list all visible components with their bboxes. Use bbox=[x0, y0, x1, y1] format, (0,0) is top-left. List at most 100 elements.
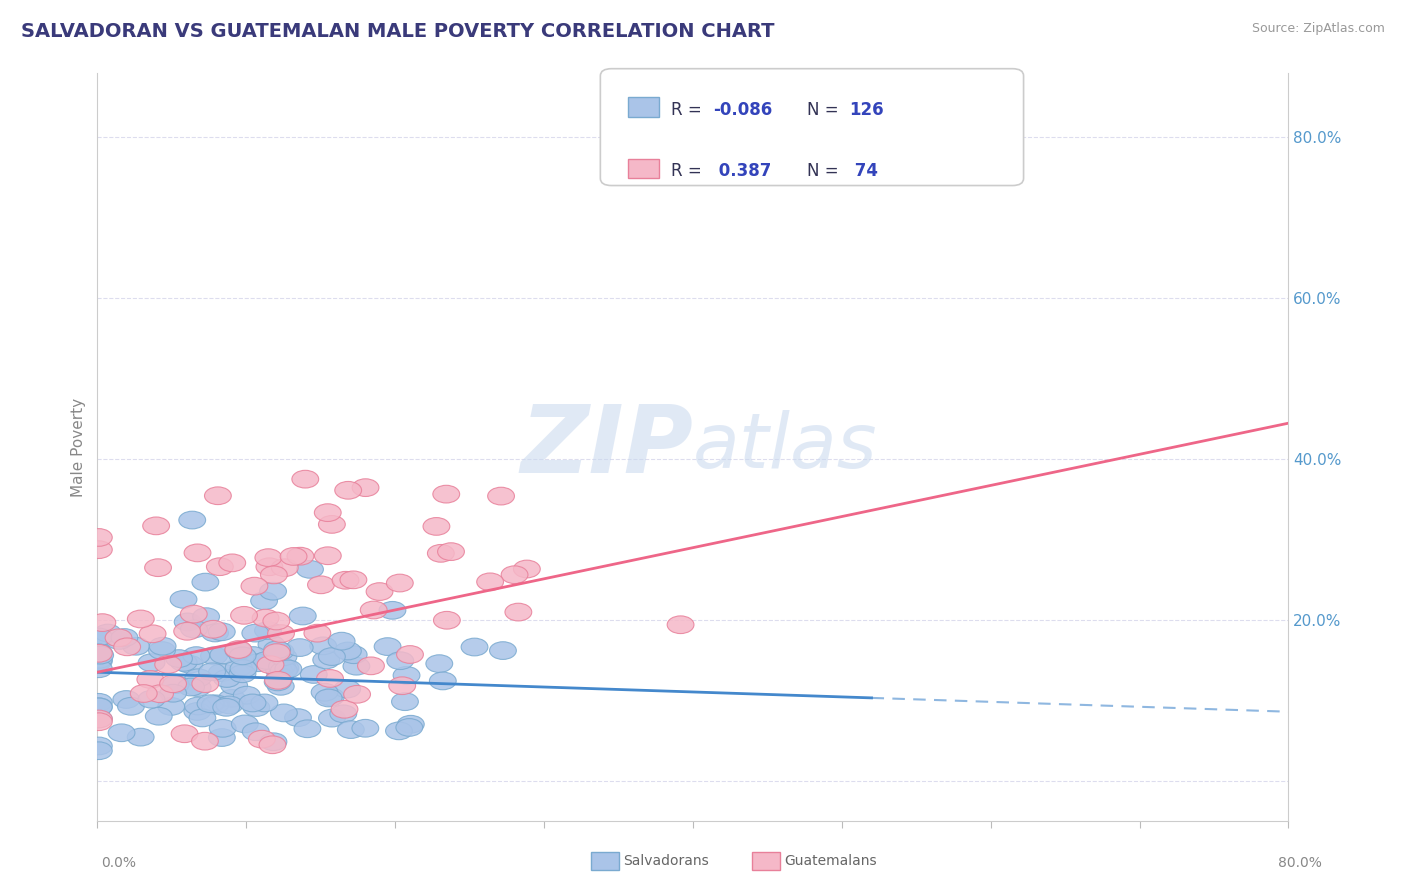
Ellipse shape bbox=[183, 647, 209, 665]
Ellipse shape bbox=[357, 657, 384, 674]
Ellipse shape bbox=[366, 582, 392, 600]
Ellipse shape bbox=[287, 639, 314, 657]
Ellipse shape bbox=[242, 624, 269, 642]
Ellipse shape bbox=[243, 698, 270, 716]
Ellipse shape bbox=[89, 614, 115, 632]
Ellipse shape bbox=[385, 722, 412, 739]
Text: N =: N = bbox=[807, 162, 844, 180]
Ellipse shape bbox=[231, 607, 257, 624]
Ellipse shape bbox=[188, 709, 215, 727]
Ellipse shape bbox=[209, 646, 236, 664]
Ellipse shape bbox=[249, 731, 276, 748]
Ellipse shape bbox=[212, 698, 239, 716]
Ellipse shape bbox=[218, 690, 245, 707]
Ellipse shape bbox=[269, 657, 295, 675]
Ellipse shape bbox=[513, 560, 540, 578]
Ellipse shape bbox=[340, 571, 367, 589]
Ellipse shape bbox=[202, 695, 229, 713]
Ellipse shape bbox=[280, 548, 307, 566]
Ellipse shape bbox=[118, 698, 145, 715]
Ellipse shape bbox=[396, 646, 423, 664]
Text: Source: ZipAtlas.com: Source: ZipAtlas.com bbox=[1251, 22, 1385, 36]
Ellipse shape bbox=[461, 638, 488, 656]
Ellipse shape bbox=[333, 681, 360, 698]
Ellipse shape bbox=[184, 669, 212, 687]
Ellipse shape bbox=[162, 675, 188, 693]
Ellipse shape bbox=[214, 670, 240, 688]
Text: R =: R = bbox=[671, 162, 707, 180]
Text: -0.086: -0.086 bbox=[713, 101, 772, 119]
Text: 0.387: 0.387 bbox=[713, 162, 772, 180]
Ellipse shape bbox=[287, 548, 314, 565]
Ellipse shape bbox=[374, 638, 401, 656]
Ellipse shape bbox=[352, 720, 378, 737]
Text: N =: N = bbox=[807, 101, 844, 119]
Ellipse shape bbox=[145, 707, 172, 725]
Ellipse shape bbox=[389, 677, 416, 695]
Ellipse shape bbox=[225, 658, 252, 676]
Ellipse shape bbox=[111, 629, 138, 647]
Ellipse shape bbox=[387, 574, 413, 592]
Ellipse shape bbox=[252, 694, 278, 712]
Ellipse shape bbox=[240, 647, 267, 665]
Ellipse shape bbox=[86, 644, 112, 662]
Ellipse shape bbox=[276, 660, 302, 678]
Text: 74: 74 bbox=[849, 162, 879, 180]
Ellipse shape bbox=[330, 700, 359, 718]
Ellipse shape bbox=[200, 621, 226, 638]
Ellipse shape bbox=[260, 566, 287, 583]
Ellipse shape bbox=[149, 641, 176, 659]
Ellipse shape bbox=[179, 511, 205, 529]
Ellipse shape bbox=[271, 559, 298, 576]
Ellipse shape bbox=[128, 610, 155, 628]
Ellipse shape bbox=[105, 632, 132, 649]
Ellipse shape bbox=[316, 670, 343, 688]
Ellipse shape bbox=[86, 693, 112, 711]
Ellipse shape bbox=[193, 607, 219, 625]
Ellipse shape bbox=[180, 606, 207, 623]
Ellipse shape bbox=[176, 656, 202, 673]
Ellipse shape bbox=[264, 673, 291, 690]
Ellipse shape bbox=[437, 543, 464, 560]
Ellipse shape bbox=[668, 615, 695, 633]
Ellipse shape bbox=[86, 650, 112, 668]
Ellipse shape bbox=[198, 663, 225, 681]
Ellipse shape bbox=[352, 479, 380, 497]
Ellipse shape bbox=[208, 729, 235, 747]
Ellipse shape bbox=[337, 721, 364, 739]
Text: atlas: atlas bbox=[693, 410, 877, 484]
Ellipse shape bbox=[319, 648, 346, 665]
Ellipse shape bbox=[138, 654, 165, 672]
Ellipse shape bbox=[229, 647, 256, 665]
Ellipse shape bbox=[105, 629, 132, 647]
Ellipse shape bbox=[319, 516, 346, 533]
Ellipse shape bbox=[229, 665, 256, 682]
Ellipse shape bbox=[260, 582, 287, 600]
Ellipse shape bbox=[157, 698, 184, 715]
Ellipse shape bbox=[505, 603, 531, 621]
Ellipse shape bbox=[394, 666, 420, 684]
Ellipse shape bbox=[264, 640, 291, 658]
Ellipse shape bbox=[398, 715, 425, 733]
Ellipse shape bbox=[254, 549, 281, 566]
Ellipse shape bbox=[427, 544, 454, 562]
Ellipse shape bbox=[86, 541, 112, 558]
Ellipse shape bbox=[254, 622, 281, 640]
Text: R =: R = bbox=[671, 101, 707, 119]
Ellipse shape bbox=[304, 624, 330, 642]
Text: 0.0%: 0.0% bbox=[101, 856, 136, 870]
Ellipse shape bbox=[267, 624, 294, 642]
Text: ZIP: ZIP bbox=[520, 401, 693, 493]
Ellipse shape bbox=[86, 652, 112, 670]
Ellipse shape bbox=[271, 659, 299, 677]
Text: Salvadorans: Salvadorans bbox=[623, 854, 709, 868]
Ellipse shape bbox=[86, 632, 112, 648]
Ellipse shape bbox=[267, 677, 294, 695]
Ellipse shape bbox=[260, 733, 287, 750]
Ellipse shape bbox=[290, 607, 316, 624]
Ellipse shape bbox=[207, 558, 233, 575]
Ellipse shape bbox=[477, 573, 503, 591]
Ellipse shape bbox=[433, 611, 460, 629]
Ellipse shape bbox=[396, 719, 423, 736]
Ellipse shape bbox=[86, 529, 112, 546]
